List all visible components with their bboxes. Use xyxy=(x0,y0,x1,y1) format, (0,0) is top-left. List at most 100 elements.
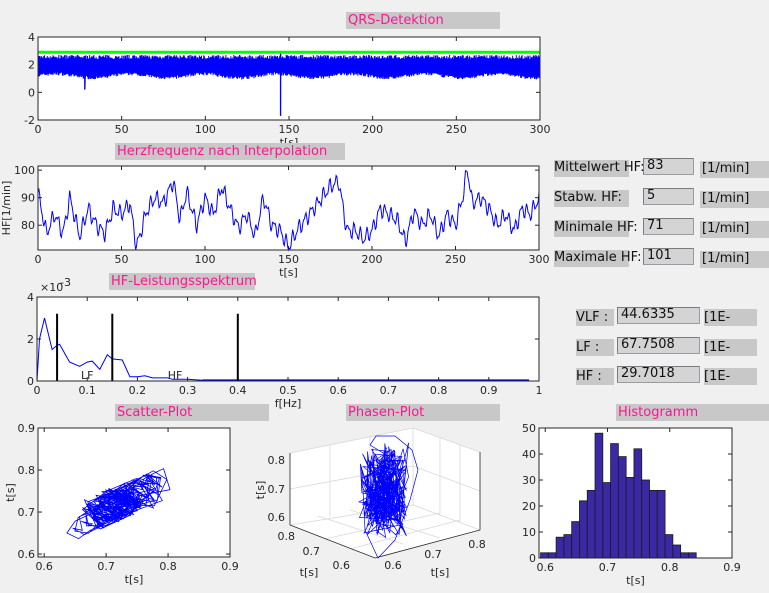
qrs-xtick-label: 200 xyxy=(362,123,383,136)
phase-grid-line xyxy=(412,427,481,453)
phase-ztick-label: 0.7 xyxy=(268,483,286,496)
spectrum-xtick-label: 0 xyxy=(34,384,41,397)
phase-grid-line xyxy=(289,427,414,454)
spectrum-xtick-label: 1 xyxy=(536,384,543,397)
scatter-ylabel: t[s] xyxy=(4,483,17,502)
band-value-lf[interactable]: 67.7508 xyxy=(617,337,700,354)
band-label-vlf: VLF : xyxy=(576,309,614,326)
hf-xtick-label: 250 xyxy=(445,253,466,266)
band-label-lf: LF : xyxy=(576,339,614,356)
qrs-ytick-label: -2 xyxy=(24,114,35,127)
qrs-axes-frame xyxy=(37,36,541,121)
histogram-title: Histogramm xyxy=(616,404,769,421)
hf-xtick-label: 200 xyxy=(362,253,383,266)
spectrum-xlabel: f[Hz] xyxy=(275,397,302,410)
stat-unit-min: [1/min] xyxy=(700,221,769,238)
spectrum-xtick-label: 0.3 xyxy=(179,384,197,397)
histogram-bar xyxy=(617,456,627,559)
stat-value-mean[interactable]: 83 xyxy=(643,158,694,175)
phase-ytick-label: 0.6 xyxy=(384,559,402,572)
spectrum-title: HF-Leistungsspektrum xyxy=(109,273,257,290)
histogram-xtick-label: 0.9 xyxy=(723,561,741,574)
spectrum-xtick-label: 0.4 xyxy=(229,384,247,397)
qrs-xtick-label: 150 xyxy=(279,123,300,136)
scatter-title: Scatter-Plot xyxy=(115,404,269,421)
phase-ytick-label: 0.7 xyxy=(424,548,442,561)
histogram-axes-frame xyxy=(538,427,733,559)
stat-unit-std: [1/min] xyxy=(700,191,769,208)
phase-xtick-label: 0.7 xyxy=(303,545,321,558)
stat-label-min: Minimale HF: xyxy=(554,220,638,237)
scatter-ytick-label: 0.6 xyxy=(18,548,36,561)
qrs-title: QRS-Detektion xyxy=(346,12,500,29)
scatter-xlabel: t[s] xyxy=(125,573,144,586)
hf-axes-frame xyxy=(37,165,540,251)
hf-xtick-label: 100 xyxy=(195,253,216,266)
band-value-hf[interactable]: 29.7018 xyxy=(617,366,700,383)
phase-grid-line xyxy=(412,465,481,492)
spectrum-ytick-label: 2 xyxy=(27,333,34,346)
band-value-vlf[interactable]: 44.6335 xyxy=(617,307,700,324)
spectrum-axes-background xyxy=(37,297,539,381)
histogram-bar xyxy=(547,552,557,559)
scatter-xtick-label: 0.8 xyxy=(159,560,177,573)
histogram-bar xyxy=(625,476,635,559)
hf-ytick-label: 90 xyxy=(21,192,35,205)
scatter-xtick-label: 0.7 xyxy=(97,560,115,573)
histogram-ytick-label: 20 xyxy=(522,500,536,513)
stat-value-min[interactable]: 71 xyxy=(643,218,694,235)
histogram-bar xyxy=(688,552,697,559)
histogram-bar xyxy=(563,534,573,559)
phase-grid-line xyxy=(317,515,404,545)
histogram-bar xyxy=(540,552,549,559)
spectrum-xtick-label: 0.8 xyxy=(430,384,448,397)
spectrum-xtick-label: 0.9 xyxy=(480,384,498,397)
y-scale-factor: ×10 xyxy=(40,281,63,294)
scatter-poincare-line xyxy=(66,468,171,540)
qrs-xtick-label: 0 xyxy=(35,123,42,136)
phase-ylabel: t[s] xyxy=(431,566,450,579)
spectrum-ytick-label: 0 xyxy=(27,375,34,388)
histogram-bar xyxy=(649,489,658,559)
qrs-axes-background xyxy=(38,37,540,120)
spectrum-xtick-label: 0.2 xyxy=(129,384,147,397)
histogram-bar xyxy=(664,534,674,559)
hf-ytick-label: 80 xyxy=(21,219,35,232)
phase-trajectory-line xyxy=(357,435,419,559)
histogram-bar xyxy=(633,448,643,559)
phase-ztick-label: 0.8 xyxy=(268,454,286,467)
hf-ytick-label: 100 xyxy=(14,164,35,177)
scatter-xtick-label: 0.6 xyxy=(35,560,53,573)
qrs-ytick-label: 2 xyxy=(28,59,35,72)
hf-xtick-label: 0 xyxy=(35,253,42,266)
spectrum-xtick-label: 0.7 xyxy=(380,384,398,397)
spectrum-axes-frame xyxy=(36,296,540,382)
histogram-ytick-label: 30 xyxy=(522,474,536,487)
histogram-bar xyxy=(594,432,604,559)
histogram-xtick-label: 0.8 xyxy=(661,561,679,574)
histogram-bar xyxy=(610,443,619,559)
qrs-ytick-label: 0 xyxy=(28,86,35,99)
histogram-xlabel: t[s] xyxy=(626,574,645,587)
hf-xtick-label: 300 xyxy=(529,253,550,266)
phase-zlabel: t[s] xyxy=(254,481,267,500)
stat-label-std: Stabw. HF: xyxy=(554,190,629,207)
phase-xlabel: t[s] xyxy=(300,566,319,579)
ecg-signal-line xyxy=(37,50,541,116)
qrs-xtick-label: 100 xyxy=(195,123,216,136)
stat-value-std[interactable]: 5 xyxy=(643,188,694,205)
scatter-ytick-label: 0.8 xyxy=(18,464,36,477)
hf-title: Herzfrequenz nach Interpolation xyxy=(115,143,345,160)
stat-unit-max: [1/min] xyxy=(700,251,769,268)
spectrum-xtick-label: 0.1 xyxy=(78,384,96,397)
stat-value-max[interactable]: 101 xyxy=(643,248,694,265)
histogram-bar xyxy=(641,479,650,559)
stat-unit-mean: [1/min] xyxy=(700,161,769,178)
histogram-ytick-label: 50 xyxy=(522,422,536,435)
phase-title: Phasen-Plot xyxy=(346,404,500,421)
phase-grid-line xyxy=(349,519,461,550)
band-unit-lf: [1E- xyxy=(704,339,757,356)
phase-ytick-label: 0.8 xyxy=(468,538,486,551)
